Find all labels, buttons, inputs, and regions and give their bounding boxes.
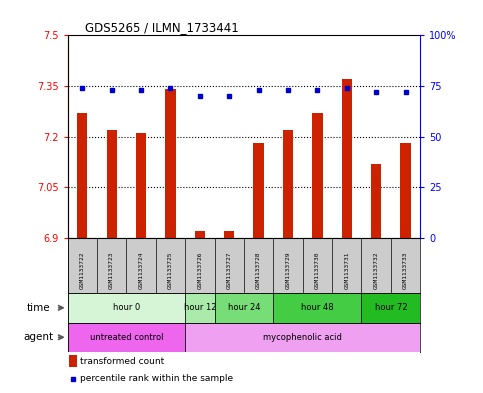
Bar — [68, 293, 185, 323]
Text: untreated control: untreated control — [90, 333, 163, 342]
Text: GSM1133725: GSM1133725 — [168, 251, 173, 289]
Bar — [400, 143, 411, 238]
Text: GSM1133729: GSM1133729 — [285, 251, 290, 289]
Bar — [341, 79, 352, 238]
Bar — [70, 355, 77, 367]
Bar — [312, 113, 323, 238]
Bar — [361, 293, 420, 323]
Text: GSM1133733: GSM1133733 — [403, 251, 408, 289]
Bar — [224, 231, 234, 238]
Text: GSM1133727: GSM1133727 — [227, 251, 232, 289]
Text: agent: agent — [23, 332, 53, 342]
Bar — [77, 113, 87, 238]
Bar — [273, 293, 361, 323]
Bar — [283, 130, 293, 238]
Text: hour 48: hour 48 — [301, 303, 334, 312]
Bar — [185, 293, 214, 323]
Bar — [68, 323, 185, 352]
Text: hour 0: hour 0 — [113, 303, 140, 312]
Text: time: time — [27, 303, 50, 313]
Text: mycophenolic acid: mycophenolic acid — [263, 333, 342, 342]
Bar — [185, 323, 420, 352]
Text: GSM1133722: GSM1133722 — [80, 251, 85, 289]
Text: GSM1133723: GSM1133723 — [109, 251, 114, 289]
Text: GSM1133728: GSM1133728 — [256, 251, 261, 289]
Text: hour 24: hour 24 — [227, 303, 260, 312]
Bar — [371, 163, 381, 238]
Text: GSM1133730: GSM1133730 — [315, 251, 320, 289]
Text: hour 72: hour 72 — [374, 303, 407, 312]
Bar — [107, 130, 117, 238]
Text: GSM1133732: GSM1133732 — [374, 251, 379, 289]
Text: percentile rank within the sample: percentile rank within the sample — [80, 374, 233, 383]
Bar — [195, 231, 205, 238]
Bar — [214, 293, 273, 323]
Bar — [136, 133, 146, 238]
Text: GSM1133724: GSM1133724 — [139, 251, 143, 289]
Text: hour 12: hour 12 — [184, 303, 216, 312]
Text: GSM1133726: GSM1133726 — [198, 251, 202, 289]
Text: GSM1133731: GSM1133731 — [344, 251, 349, 289]
Text: GDS5265 / ILMN_1733441: GDS5265 / ILMN_1733441 — [85, 21, 239, 34]
Text: transformed count: transformed count — [80, 357, 164, 366]
Bar — [165, 89, 176, 238]
Bar — [254, 143, 264, 238]
